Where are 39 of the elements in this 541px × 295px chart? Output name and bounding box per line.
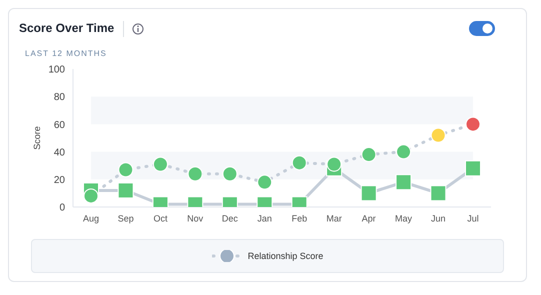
point [430, 128, 446, 143]
point [396, 144, 412, 160]
y-tick-label: 0 [59, 202, 66, 214]
point [326, 156, 342, 172]
point [360, 185, 377, 202]
chart-title: Score Over Time [19, 21, 114, 35]
point [118, 182, 134, 198]
y-tick-label: 80 [54, 92, 66, 104]
point [466, 116, 480, 132]
x-tick-label: May [395, 213, 413, 224]
point [222, 166, 238, 182]
y-tick-label: 20 [54, 174, 66, 186]
y-tick-label: 100 [48, 64, 66, 76]
x-tick-label: Apr [362, 213, 376, 224]
point [396, 174, 412, 190]
x-tick-label: Sep [118, 213, 134, 224]
x-tick-label: Dec [222, 213, 238, 224]
x-tick-label: Mar [326, 213, 342, 224]
x-tick-label: Oct [153, 213, 168, 224]
x-tick-label: Jul [467, 213, 479, 224]
point [361, 147, 376, 162]
point [430, 185, 446, 202]
point [292, 155, 307, 170]
x-tick-label: Feb [292, 213, 308, 224]
point [84, 188, 98, 204]
point [152, 156, 168, 172]
point [465, 160, 481, 176]
y-tick-label: 40 [54, 147, 66, 158]
point [118, 162, 134, 178]
chart-subtitle: LAST 12 MONTHS [25, 49, 107, 58]
legend-label: Relationship Score [246, 250, 324, 262]
x-tick-label: Nov [187, 213, 204, 224]
y-tick-label: 60 [54, 120, 66, 131]
x-tick-label: Jun [431, 213, 446, 224]
point [188, 166, 203, 182]
x-tick-label: Aug [82, 213, 100, 224]
point [257, 174, 272, 190]
x-tick-label: Jan [257, 213, 272, 224]
y-axis-title: Score [32, 126, 42, 150]
